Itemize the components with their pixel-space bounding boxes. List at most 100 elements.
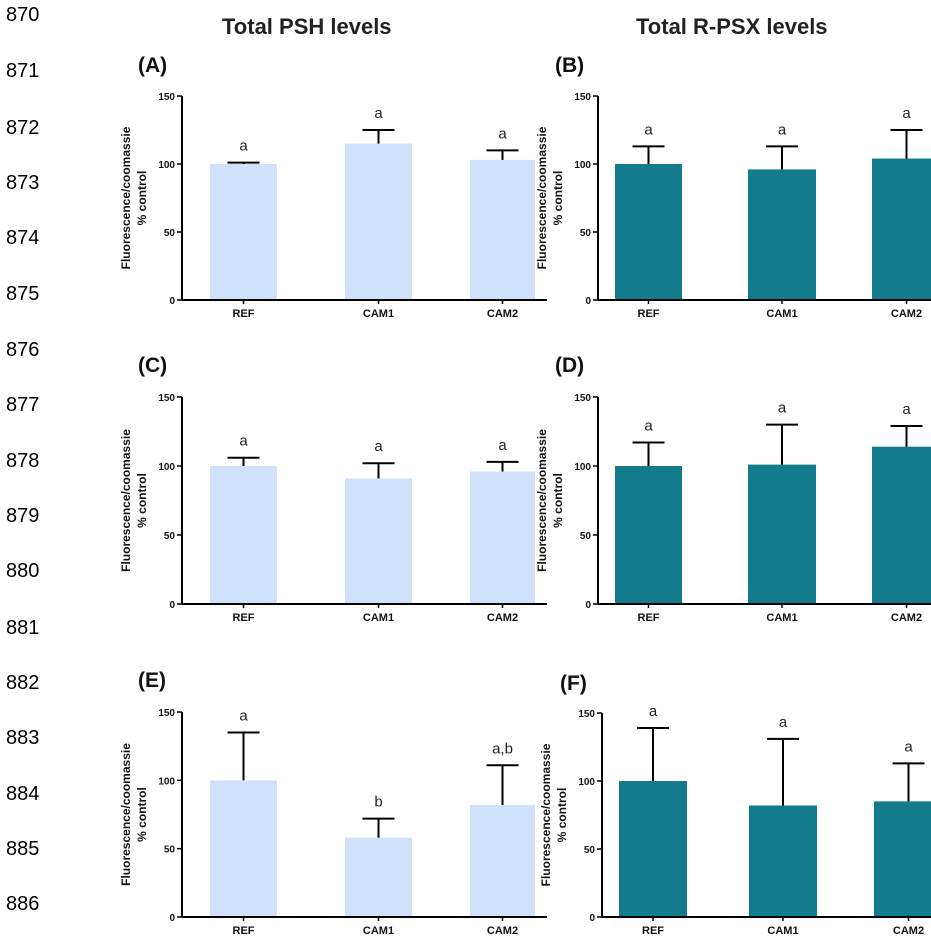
x-tick-label: REF: [233, 612, 255, 624]
line-number: 882: [6, 672, 40, 694]
bar-cam2: [872, 446, 931, 604]
significance-label: a: [239, 138, 248, 155]
significance-label: a: [374, 105, 383, 122]
y-axis-label: Fluorescence/coomassie: [119, 743, 133, 886]
significance-label: a: [902, 105, 911, 122]
bar-cam2: [470, 804, 535, 917]
bar-ref: [210, 466, 277, 604]
y-axis-label: Fluorescence/coomassie: [119, 126, 133, 269]
x-tick-label: CAM1: [766, 612, 797, 624]
x-tick-label: CAM2: [487, 612, 518, 624]
bar-ref: [210, 780, 277, 917]
panel-label: (F): [560, 672, 587, 695]
chart-panel-b: (B) Fluorescence/coomassie% control a REF a C…: [535, 54, 931, 320]
y-tick-label: 100: [158, 776, 175, 787]
significance-label: a: [498, 125, 507, 142]
y-tick-label: 150: [158, 92, 175, 103]
bar-cam2: [470, 471, 535, 604]
line-number: 883: [6, 727, 40, 749]
y-tick-label: 50: [584, 845, 596, 856]
x-tick-label: CAM1: [767, 925, 798, 937]
x-tick-label: CAM2: [891, 612, 922, 624]
significance-label: b: [374, 794, 382, 811]
y-axis-label: Fluorescence/coomassie: [535, 126, 549, 269]
line-number: 885: [6, 838, 40, 860]
significance-label: a: [902, 401, 911, 418]
bar-cam2: [470, 159, 535, 300]
significance-label: a: [778, 121, 787, 138]
y-tick-label: 0: [585, 296, 591, 307]
y-tick-label: 50: [164, 845, 176, 856]
y-tick-label: 150: [574, 393, 591, 404]
y-tick-label: 0: [169, 296, 175, 307]
x-tick-label: REF: [638, 612, 660, 624]
significance-label: a: [644, 121, 653, 138]
y-axis-label: Fluorescence/coomassie: [119, 429, 133, 572]
x-tick-label: CAM1: [363, 308, 394, 320]
x-tick-label: CAM1: [363, 612, 394, 624]
y-tick-label: 100: [158, 160, 175, 171]
line-number: 879: [6, 505, 40, 527]
line-number: 872: [6, 117, 40, 139]
y-tick-label: 100: [578, 777, 595, 788]
x-tick-label: CAM1: [766, 308, 797, 320]
panel-label: (D): [555, 354, 584, 377]
significance-label: a,b: [492, 740, 513, 757]
bar-cam1: [749, 805, 817, 917]
x-tick-label: CAM2: [891, 308, 922, 320]
line-number: 878: [6, 450, 40, 472]
bar-ref: [615, 466, 682, 604]
bar-ref: [210, 164, 277, 300]
chart-panel-f: (F) Fluorescence/coomassie% control a REF a C…: [539, 672, 931, 937]
bar-cam1: [748, 169, 816, 300]
x-tick-label: REF: [638, 308, 660, 320]
y-tick-label: 150: [574, 92, 591, 103]
y-tick-label: 0: [169, 600, 175, 611]
x-tick-label: REF: [642, 925, 664, 937]
y-axis-label-unit: % control: [135, 787, 149, 842]
y-axis-label-unit: % control: [135, 171, 149, 226]
line-number: 877: [6, 394, 40, 416]
y-tick-label: 100: [158, 462, 175, 473]
y-axis-label-unit: % control: [551, 171, 565, 226]
panel-label: (B): [555, 54, 584, 77]
y-axis-label: Fluorescence/coomassie: [535, 429, 549, 572]
y-tick-label: 0: [585, 600, 591, 611]
y-tick-label: 0: [589, 913, 595, 924]
y-axis-label: Fluorescence/coomassie: [539, 743, 553, 886]
y-axis-label-unit: % control: [555, 788, 569, 843]
chart-panel-d: (D) Fluorescence/coomassie% control a REF a C…: [535, 354, 931, 624]
y-tick-label: 100: [574, 160, 591, 171]
y-tick-label: 150: [158, 393, 175, 404]
significance-label: a: [904, 738, 913, 755]
y-tick-label: 50: [580, 228, 592, 239]
bar-ref: [615, 164, 682, 300]
panel-label: (C): [138, 354, 167, 377]
panel-label: (E): [138, 669, 166, 692]
significance-label: a: [374, 438, 383, 455]
line-number: 874: [6, 227, 40, 249]
chart-panel-a: (A)Fluorescence/coomassie% controlaREFaC…: [119, 54, 547, 320]
y-axis-label-unit: % control: [135, 473, 149, 528]
bar-ref: [619, 781, 687, 917]
line-number: 871: [6, 60, 40, 82]
bar-cam1: [345, 478, 412, 604]
y-tick-label: 100: [574, 462, 591, 473]
x-tick-label: REF: [233, 925, 255, 937]
y-tick-label: 0: [169, 913, 175, 924]
x-tick-label: REF: [233, 308, 255, 320]
y-tick-label: 50: [164, 531, 176, 542]
significance-label: a: [498, 437, 507, 454]
x-tick-label: CAM2: [487, 308, 518, 320]
line-number: 880: [6, 560, 40, 582]
significance-label: a: [239, 433, 248, 450]
chart-panel-c: (C)Fluorescence/coomassie% controlaREFaC…: [119, 354, 547, 624]
significance-label: a: [239, 708, 248, 725]
y-axis-label-unit: % control: [551, 473, 565, 528]
y-tick-label: 150: [578, 709, 595, 720]
y-tick-label: 150: [158, 708, 175, 719]
x-tick-label: CAM1: [363, 925, 394, 937]
y-tick-label: 50: [164, 228, 176, 239]
bar-cam1: [345, 143, 412, 300]
